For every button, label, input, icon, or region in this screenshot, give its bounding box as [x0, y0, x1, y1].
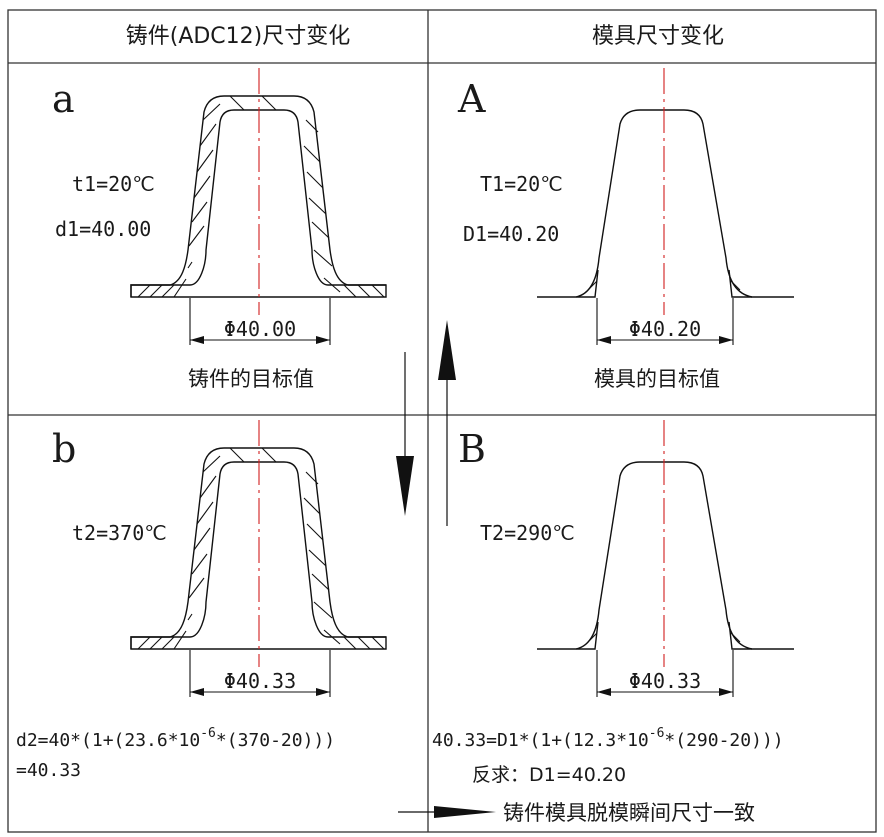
panel-a: a t1=20℃ d1=40.00 Φ40.00 铸件的目标值 — [52, 67, 387, 391]
panel-b-dimension: Φ40.33 — [224, 669, 296, 693]
mold-profile-A — [536, 67, 795, 316]
panel-A: A T1=20℃ D1=40.20 Φ40.20 模具的目标值 — [457, 67, 795, 391]
cooling-arrow — [396, 352, 414, 516]
panel-B-temp: T2=290℃ — [480, 521, 575, 545]
panel-B-label: B — [458, 427, 486, 471]
footer-note-text: 铸件模具脱模瞬间尺寸一致 — [503, 801, 755, 825]
panel-B: B T2=290℃ Φ40.33 40.33=D1*(1+(12.3*10-6*… — [432, 419, 795, 786]
panel-A-caption: 模具的目标值 — [594, 367, 720, 391]
panel-B-formula: 40.33=D1*(1+(12.3*10-6*(290-20))) — [432, 726, 784, 751]
panel-a-dimension: Φ40.00 — [224, 317, 296, 341]
panel-A-size: D1=40.20 — [463, 222, 559, 246]
mold-header: 模具尺寸变化 — [592, 24, 724, 49]
panel-b-result: =40.33 — [16, 760, 81, 781]
panel-b-label: b — [52, 427, 76, 471]
table-frame — [7, 9, 877, 833]
panel-b-formula: d2=40*(1+(23.6*10-6*(370-20))) — [16, 726, 335, 751]
panel-A-temp: T1=20℃ — [480, 172, 563, 196]
panel-A-dimension: Φ40.20 — [629, 317, 701, 341]
panel-b-temp: t2=370℃ — [72, 521, 167, 545]
footer-arrow-icon — [434, 806, 496, 818]
panel-a-temp: t1=20℃ — [72, 172, 155, 196]
casting-profile-b — [130, 419, 387, 668]
casting-profile-a — [130, 67, 387, 316]
panel-B-dimension: Φ40.33 — [629, 669, 701, 693]
heating-arrow — [438, 320, 456, 526]
panel-a-size: d1=40.00 — [55, 217, 151, 241]
panel-a-caption: 铸件的目标值 — [188, 367, 314, 391]
casting-header: 铸件(ADC12)尺寸变化 — [126, 24, 351, 49]
panel-a-label: a — [52, 77, 75, 121]
mold-profile-B — [536, 419, 795, 668]
panel-A-label: A — [457, 77, 486, 121]
panel-B-solve: 反求：D1=40.20 — [472, 764, 626, 786]
footer-note: 铸件模具脱模瞬间尺寸一致 — [398, 801, 755, 825]
panel-b: b t2=370℃ Φ40.33 d2=40*(1+(23.6*10-6*(37… — [16, 419, 387, 781]
